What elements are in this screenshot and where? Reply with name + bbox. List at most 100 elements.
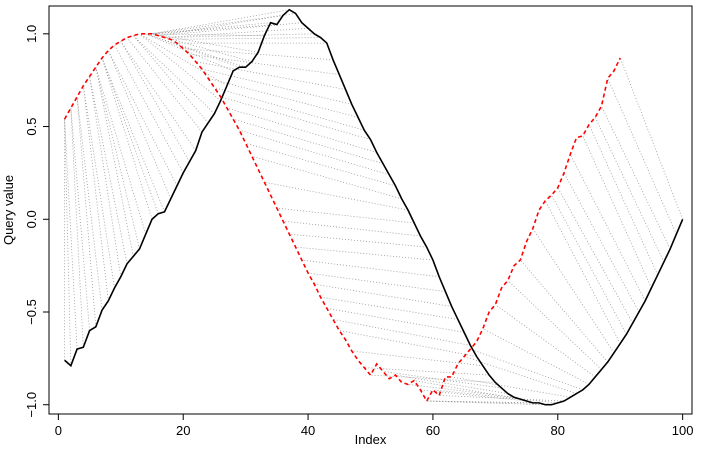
alignment-line [239,129,390,176]
y-tick-label: 0.0 [24,210,39,228]
alignment-line [332,319,471,346]
alignment-line [301,259,440,278]
alignment-line [326,307,465,333]
alignment-line [120,41,197,151]
alignment-line [582,135,652,289]
alignment-line [220,96,371,140]
alignment-line [395,374,508,394]
alignment-line [158,13,296,37]
alignment-line [64,119,72,366]
alignment-line [208,77,359,118]
alignment-line [619,57,684,220]
alignment-line [107,50,178,187]
alignment-line [351,350,483,367]
alignment-line [89,76,122,277]
alignment-line [64,119,78,350]
alignment-line [101,57,153,220]
alignment-line [495,304,596,378]
alignment-line [607,78,677,235]
x-tick-label: 60 [426,423,440,438]
alignment-line [339,330,477,357]
alignment-line [139,33,221,101]
alignment-line [276,207,415,224]
alignment-line [201,68,352,105]
alignment-line [482,328,590,385]
x-tick-label: 40 [301,423,315,438]
alignment-line [563,172,640,313]
alignment-line [314,283,452,307]
alignment-line [532,228,615,354]
alignment-line [588,124,659,276]
alignment-line [320,296,458,320]
alignment-line [114,44,184,174]
alignment-line [151,9,290,35]
alignment-line [70,107,84,348]
alignment-line [195,61,346,90]
alignment-line [151,24,277,35]
series-lines [63,8,684,406]
alignment-line [145,33,234,72]
alignment-lines [64,9,684,406]
alignment-line [76,96,103,311]
y-axis-title: Query value [1,175,16,245]
alignment-line [95,67,147,235]
alignment-line [233,118,384,165]
alignment-line [544,200,621,344]
alignment-line [82,85,115,288]
alignment-line [89,76,128,264]
alignment-line [283,220,421,237]
alignment-line [569,154,646,302]
alignment-line [101,57,165,213]
alignment-line [82,85,109,301]
alignment-line [145,33,246,68]
alignment-line [382,370,502,389]
alignment-line [170,37,321,40]
alignment-line [451,376,571,398]
alignment-line [507,280,602,370]
alignment-line [251,155,402,200]
alignment-line [164,33,315,38]
reference-series-line [64,8,684,406]
alignment-line [226,107,377,153]
alignment-line [132,35,209,124]
alignment-line [120,41,190,162]
alignment-line [264,181,409,211]
alignment-line [151,33,265,37]
alignment-line [557,187,634,324]
alignment-line [132,35,215,114]
alignment-line [289,233,427,248]
alignment-line [308,272,446,292]
alignment-line [470,348,583,391]
plot-frame [48,5,693,415]
alignment-line [76,96,97,327]
x-tick-label: 20 [176,423,190,438]
y-tick-label: 1.0 [24,25,39,43]
query-series-line [63,33,621,403]
alignment-line [139,33,228,87]
y-tick-label: 0.5 [24,118,39,136]
alignment-line [151,14,284,35]
alignment-line [245,142,396,187]
y-tick-label: −0.5 [24,299,39,325]
alignment-line [214,87,365,131]
alignment-line [95,67,140,250]
alignment-line [126,37,203,133]
x-axis-title: Index [355,432,387,447]
axes: 0 20 40 60 80 100 −1.0 −0.5 0.0 0.5 1.0 [24,25,693,438]
alignment-line [551,194,627,335]
x-tick-label: 0 [55,423,62,438]
alignment-line [151,33,252,63]
alignment-line [601,105,671,250]
x-tick-label: 80 [551,423,565,438]
alignment-line [95,67,134,257]
alignment-line [520,259,609,363]
x-tick-label: 100 [672,423,694,438]
alignment-line [295,246,433,261]
alignment-line [158,22,302,37]
alignment-line [183,48,334,61]
alignment-line [189,53,340,76]
alignment-line [101,57,159,214]
alignment-line [151,22,271,35]
alignment-line [594,117,665,263]
